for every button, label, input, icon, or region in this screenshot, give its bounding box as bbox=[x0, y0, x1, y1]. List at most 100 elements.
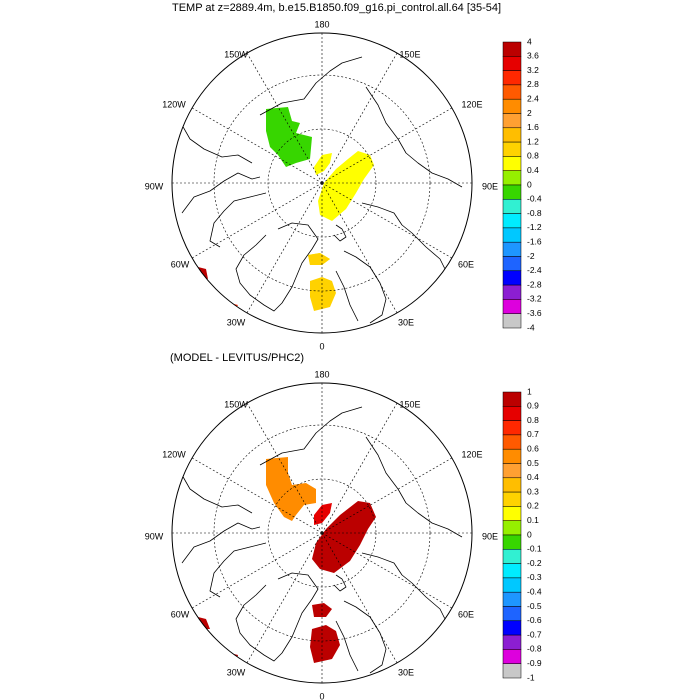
meridian-line bbox=[321, 402, 398, 534]
longitude-label: 150E bbox=[399, 49, 420, 59]
colorbar-tick-label: 1.2 bbox=[527, 136, 539, 146]
colorbar-box bbox=[502, 491, 522, 507]
colorbar-box bbox=[502, 477, 522, 493]
colorbar-tick-label: -1 bbox=[527, 672, 535, 682]
colorbar-tick-label: -0.8 bbox=[527, 644, 542, 654]
coastline-segment bbox=[365, 436, 463, 538]
meridian-line bbox=[321, 457, 453, 534]
colorbar-box bbox=[502, 434, 522, 450]
longitude-label: 180 bbox=[314, 19, 329, 29]
colorbar-tick-label: 0.8 bbox=[527, 151, 539, 161]
colorbar-tick-label: -0.4 bbox=[527, 586, 542, 596]
graticule-bottom bbox=[172, 383, 472, 683]
map-boundary-bottom bbox=[171, 382, 473, 684]
colorbar-box bbox=[502, 213, 522, 229]
coastline-segment bbox=[235, 222, 319, 312]
longitude-label: 30W bbox=[227, 317, 246, 327]
longitude-label: 90E bbox=[482, 531, 498, 541]
coastline-segment bbox=[335, 620, 359, 672]
colorbar-tick-label: 0.2 bbox=[527, 501, 539, 511]
meridian-line bbox=[191, 532, 323, 609]
coastline-segment bbox=[195, 620, 227, 658]
coastline-segment bbox=[333, 574, 347, 592]
polar-map-bottom: 180 150E 120E 90E 60E 30E 0 30W 60W 90W 120W 150W bbox=[145, 369, 498, 700]
region-makarov-amundsen-basin bbox=[318, 151, 374, 221]
colorbar-box bbox=[502, 634, 522, 650]
colorbar-tick-label: 0.3 bbox=[527, 486, 539, 496]
colorbar-tick-label: -2 bbox=[527, 251, 535, 261]
meridian-line bbox=[321, 107, 453, 184]
colorbar-box bbox=[502, 577, 522, 593]
meridian-line bbox=[246, 532, 323, 664]
colorbar-box bbox=[502, 113, 522, 129]
colorbar-tick-label: 0.9 bbox=[527, 401, 539, 411]
colorbar-box bbox=[502, 520, 522, 536]
colorbar-box bbox=[502, 41, 522, 57]
colorbar-tick-label: -0.9 bbox=[527, 658, 542, 668]
longitude-label: 60E bbox=[458, 259, 474, 269]
colorbar-tick-label: -1.2 bbox=[527, 222, 542, 232]
colorbar-box bbox=[502, 391, 522, 407]
colorbar-box bbox=[502, 299, 522, 314]
longitude-label: 180 bbox=[314, 369, 329, 379]
colorbar-tick-label: -2.8 bbox=[527, 279, 542, 289]
colorbar-box bbox=[502, 284, 522, 300]
colorbar-box bbox=[502, 606, 522, 622]
longitude-label: 0 bbox=[319, 691, 324, 700]
longitude-labels-top: 180 150E 120E 90E 60E 30E 0 30W 60W 90W 120W 150W bbox=[145, 19, 498, 351]
meridian-line bbox=[321, 182, 398, 314]
colorbar-box bbox=[502, 448, 522, 464]
region-lomonosov-ridge-segment bbox=[314, 503, 332, 525]
colorbar-tick-label: 3.2 bbox=[527, 65, 539, 75]
colorbar-tick-label: -0.8 bbox=[527, 208, 542, 218]
meridian-line bbox=[321, 532, 453, 609]
colorbar-box bbox=[502, 70, 522, 86]
parallel-circle bbox=[267, 478, 377, 588]
coastline-segment bbox=[343, 250, 387, 324]
colorbar-box bbox=[502, 141, 522, 157]
region-norwegian-sea bbox=[310, 625, 340, 663]
colorbar-tick-label: -0.7 bbox=[527, 629, 542, 639]
meridian-line bbox=[246, 52, 323, 184]
longitude-label: 0 bbox=[319, 341, 324, 351]
colorbar-box bbox=[502, 406, 522, 421]
colorbar-tick-label: 2.8 bbox=[527, 79, 539, 89]
colorbar-box bbox=[502, 663, 522, 679]
longitude-label: 120W bbox=[162, 99, 186, 109]
region-makarov-amundsen-basin bbox=[312, 501, 376, 573]
colorbar-tick-label: 2.4 bbox=[527, 93, 539, 103]
colorbar-box bbox=[502, 227, 522, 243]
colorbar-tick-label: 0.4 bbox=[527, 165, 539, 175]
colorbar-box bbox=[502, 170, 522, 186]
longitude-label: 30W bbox=[227, 667, 246, 677]
colorbar-tick-label: 0.5 bbox=[527, 458, 539, 468]
map-boundary-top bbox=[171, 32, 473, 334]
colorbar-box bbox=[502, 420, 522, 436]
colorbar-box bbox=[502, 463, 522, 479]
longitude-labels-bottom: 180 150E 120E 90E 60E 30E 0 30W 60W 90W 120W 150W bbox=[145, 369, 498, 700]
colorbar-box bbox=[502, 591, 522, 607]
coastline-segment bbox=[361, 552, 449, 626]
longitude-label: 90E bbox=[482, 181, 498, 191]
meridian-line bbox=[321, 532, 398, 664]
coastline-segment bbox=[259, 56, 363, 116]
coastline-segment bbox=[209, 192, 267, 248]
colorbar-tick-label: 3.6 bbox=[527, 51, 539, 61]
meridian-line bbox=[246, 402, 323, 534]
colorbar-box bbox=[502, 563, 522, 579]
colorbar-tick-label: -2.4 bbox=[527, 265, 542, 275]
coastline-segment bbox=[361, 202, 449, 276]
anomaly-field-top bbox=[198, 107, 374, 311]
colorbar-tick-label: -3.2 bbox=[527, 294, 542, 304]
colorbar-tick-label: -0.2 bbox=[527, 558, 542, 568]
parallel-circle bbox=[213, 74, 431, 292]
colorbar-box bbox=[502, 620, 522, 636]
longitude-label: 60W bbox=[171, 609, 190, 619]
colorbar-box bbox=[502, 506, 522, 521]
coastline-segment bbox=[181, 474, 253, 514]
colorbar-tick-label: 1.6 bbox=[527, 122, 539, 132]
colorbar-box bbox=[502, 84, 522, 100]
plot-title: TEMP at z=2889.4m, b.e15.B1850.f09_g16.p… bbox=[172, 2, 502, 14]
colorbar-top: 4 3.6 3.2 2.8 2.4 2 1.6 1.2 0.8 0.4 0 -0.4 -0.8 -1.2 -… bbox=[502, 36, 542, 332]
